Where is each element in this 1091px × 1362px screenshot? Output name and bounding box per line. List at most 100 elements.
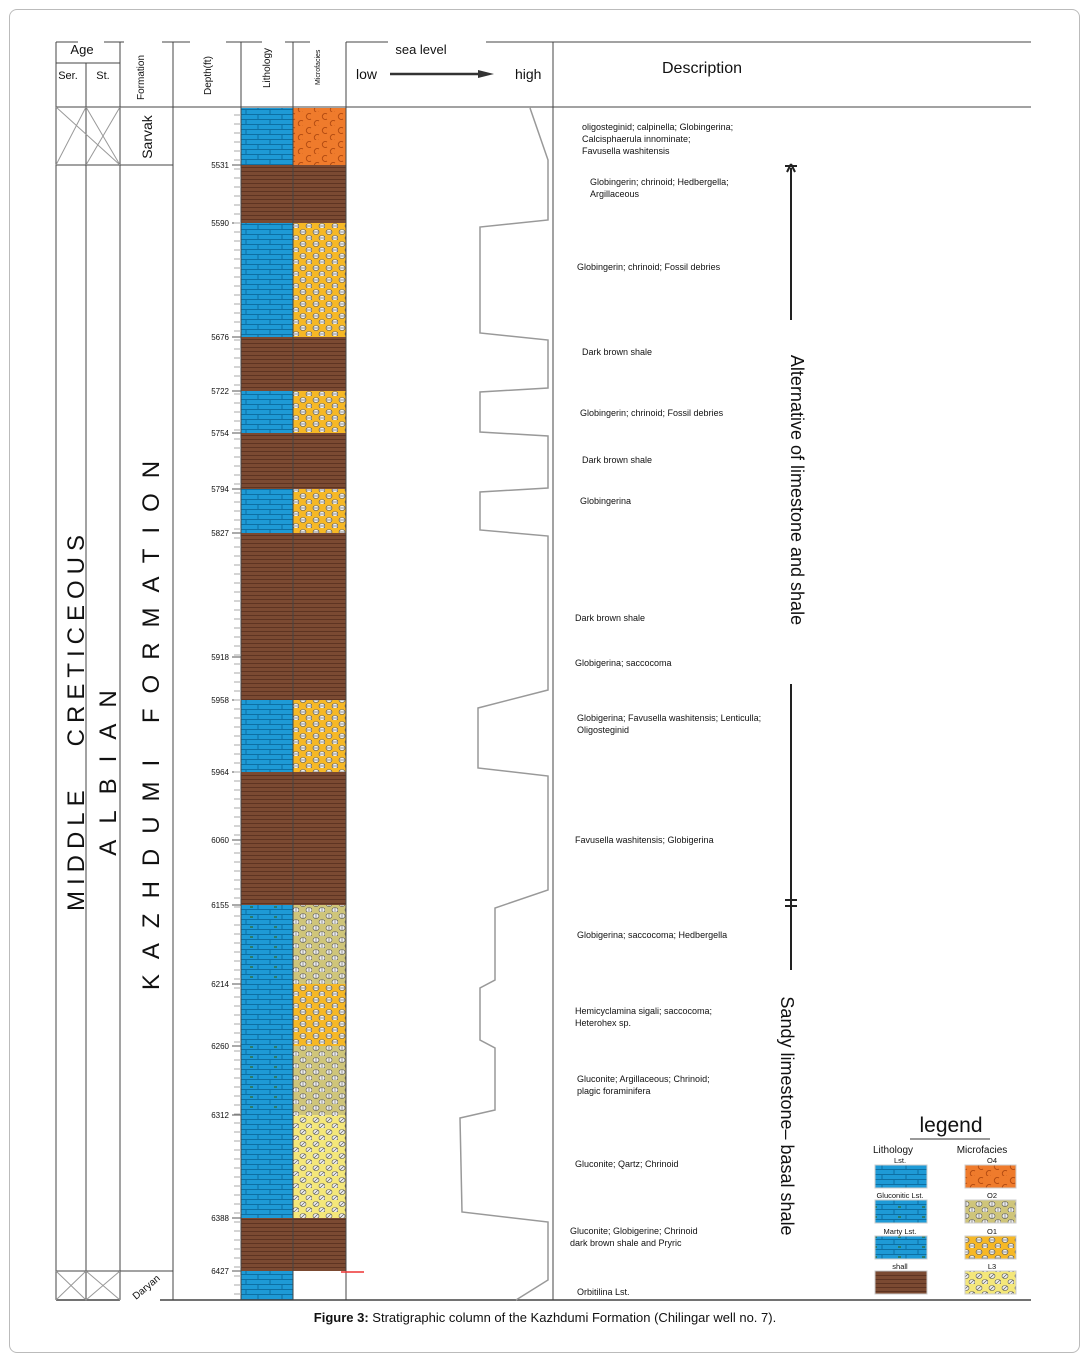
microfacies-layer-O4 — [293, 108, 346, 165]
header-formation: Formation — [136, 55, 147, 100]
depth-label: 5676 — [211, 333, 229, 342]
depth-label: 5722 — [211, 387, 229, 396]
microfacies-layer-O1 — [293, 489, 346, 533]
header-sea-level: sea level — [395, 42, 446, 57]
header-depth: Depth(ft) — [203, 56, 214, 95]
series-label: MIDDLE CRETICEOUS — [63, 529, 90, 911]
lithology-layer-glst — [241, 1046, 293, 1115]
description-line: Favusella washitensis; Globigerina — [575, 835, 714, 845]
depth-label: 5964 — [211, 768, 229, 777]
microfacies-layer-O2 — [293, 1046, 346, 1115]
cycle-arrows — [785, 163, 797, 970]
depth-label: 5794 — [211, 485, 229, 494]
depth-label: 6260 — [211, 1042, 229, 1051]
legend-lithology-label: shall — [892, 1262, 908, 1271]
depth-label: 5590 — [211, 219, 229, 228]
header-description: Description — [662, 60, 742, 77]
legend: legend Lithology Microfacies Lst. O4 Gluco… — [873, 1114, 1017, 1295]
description-line: Favusella washitensis — [582, 146, 670, 156]
microfacies-layer-shale — [293, 533, 346, 700]
legend-title: legend — [919, 1114, 982, 1137]
description-line: Gluconite; Qartz; Chrinoid — [575, 1159, 679, 1169]
lithology-layer-shale — [241, 1218, 293, 1271]
description-line: Dark brown shale — [575, 613, 645, 623]
lithology-layer-lst — [241, 108, 293, 165]
legend-lithology-label: Lst. — [894, 1156, 906, 1165]
description-line: Argillaceous — [590, 189, 640, 199]
lithology-layer-lst — [241, 1271, 293, 1300]
legend-microfacies-swatch — [964, 1164, 1017, 1189]
description-line: Orbitilina Lst. — [577, 1287, 630, 1297]
depth-label: 6312 — [211, 1111, 229, 1120]
depth-ticks: 5531 5590 5676 5722 5754 5794 5827 5918 5958 5964… — [211, 114, 241, 1295]
lithology-layer-glst — [241, 905, 293, 984]
caption-text: Stratigraphic column of the Kazhdumi For… — [369, 1310, 777, 1325]
legend-microfacies-swatch — [964, 1199, 1017, 1224]
microfacies-layer-L3 — [293, 1115, 346, 1218]
description-line: Dark brown shale — [582, 455, 652, 465]
header-microfacies: Microfacies — [315, 49, 322, 85]
depth-label: 5918 — [211, 653, 229, 662]
legend-microfacies-label: O1 — [987, 1227, 997, 1236]
description-line: Gluconite; Globigerine; Chrinoid — [570, 1226, 698, 1236]
depth-label: 5958 — [211, 696, 229, 705]
lithology-layer-lst — [241, 984, 293, 1046]
microfacies-layer-none — [293, 1271, 346, 1300]
depth-label: 6427 — [211, 1267, 229, 1276]
grid-lines — [55, 41, 1031, 1301]
description-line: Heterohex sp. — [575, 1018, 631, 1028]
lithology-layer-lst — [241, 391, 293, 433]
description-line: oligosteginid; calpinella; Globingerina; — [582, 122, 733, 132]
cycle-label-2: Sandy limestone– basal shale — [777, 996, 797, 1235]
microfacies-layer-shale — [293, 772, 346, 905]
arrow-right-icon — [390, 70, 494, 78]
legend-lithology-swatch — [874, 1270, 928, 1295]
legend-microfacies-swatch — [964, 1235, 1017, 1260]
sarvak-label: Sarvak — [139, 114, 155, 159]
descriptions: oligosteginid; calpinella; Globingerina;… — [570, 122, 761, 1297]
lithology-layer-lst — [241, 223, 293, 337]
depth-label: 5531 — [211, 161, 229, 170]
legend-lithology-swatch — [874, 1235, 928, 1260]
legend-microfacies-heading: Microfacies — [957, 1145, 1008, 1156]
microfacies-layer-O1 — [293, 700, 346, 772]
depth-label: 6155 — [211, 901, 229, 910]
description-line: Hemicyclamina sigali; saccocoma; — [575, 1006, 712, 1016]
lithology-layer-shale — [241, 533, 293, 700]
microfacies-layer-shale — [293, 337, 346, 391]
microfacies-layer-O1 — [293, 984, 346, 1046]
header-stage: St. — [96, 70, 109, 82]
depth-label: 6060 — [211, 836, 229, 845]
legend-microfacies-label: L3 — [988, 1262, 996, 1271]
legend-lithology-swatch — [874, 1199, 928, 1224]
legend-microfacies-label: O2 — [987, 1191, 997, 1200]
legend-lithology-heading: Lithology — [873, 1145, 913, 1156]
header-lithology: Lithology — [262, 48, 273, 88]
microfacies-layer-shale — [293, 433, 346, 489]
description-line: Globingerin; chrinoid; Fossil debries — [580, 408, 724, 418]
sea-level-curve — [459, 107, 549, 1301]
description-line: Globingerina — [580, 496, 631, 506]
microfacies-layer-O1 — [293, 391, 346, 433]
depth-label: 5827 — [211, 529, 229, 538]
stage-label: ALBIAN — [95, 674, 122, 855]
microfacies-layer-shale — [293, 1218, 346, 1271]
legend-lithology-label: Gluconitic Lst. — [876, 1191, 923, 1200]
lithology-layer-lst — [241, 1115, 293, 1218]
formation-label: KAZHDUMI FORMATION — [138, 446, 165, 990]
legend-lithology-swatch — [874, 1164, 928, 1189]
description-line: Globingerin; chrinoid; Hedbergella; — [590, 177, 729, 187]
microfacies-layer-shale — [293, 165, 346, 223]
daryan-label: Daryan — [131, 1273, 163, 1302]
description-line: Calcisphaerula innominate; — [582, 134, 691, 144]
legend-microfacies-swatch — [964, 1270, 1017, 1295]
caption-label: Figure 3: — [314, 1310, 369, 1325]
legend-microfacies-label: O4 — [987, 1156, 997, 1165]
layer-group — [241, 108, 346, 1300]
lithology-layer-lst — [241, 700, 293, 772]
header-high: high — [515, 66, 541, 82]
description-line: Dark brown shale — [582, 347, 652, 357]
lithology-layer-shale — [241, 337, 293, 391]
description-line: Globingerin; chrinoid; Fossil debries — [577, 262, 721, 272]
